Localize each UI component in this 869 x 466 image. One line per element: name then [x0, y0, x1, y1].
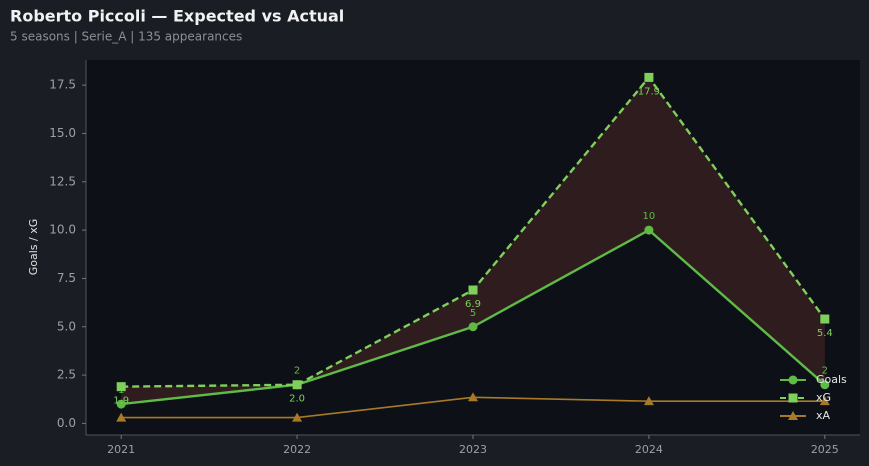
x-tick-label: 2025 — [811, 443, 839, 456]
data-label: 1.9 — [113, 396, 129, 407]
data-point — [116, 399, 126, 409]
data-point — [643, 396, 654, 406]
data-point — [116, 382, 126, 392]
y-tick-label: 5.0 — [57, 319, 76, 333]
data-label: 2.0 — [289, 394, 305, 405]
y-tick-label: 17.5 — [49, 78, 76, 92]
data-point — [820, 314, 830, 324]
data-point — [468, 322, 478, 332]
legend-marker — [788, 375, 798, 385]
x-tick-label: 2021 — [107, 443, 135, 456]
data-point — [292, 412, 303, 422]
y-tick-label: 7.5 — [57, 271, 76, 285]
y-tick-label: 0.0 — [57, 416, 76, 430]
data-label: 2 — [822, 366, 828, 377]
data-label: 6.9 — [465, 299, 481, 310]
data-point — [820, 380, 830, 390]
x-tick-label: 2023 — [459, 443, 487, 456]
data-point — [819, 396, 830, 406]
chart-title: Roberto Piccoli — Expected vs Actual — [10, 7, 344, 26]
data-label: 10 — [643, 211, 656, 222]
data-label: 17.9 — [638, 86, 660, 97]
legend-marker — [788, 393, 798, 403]
x-tick-label: 2024 — [635, 443, 663, 456]
data-label: 5 — [470, 308, 476, 319]
chart-subtitle: 5 seasons | Serie_A | 135 appearances — [10, 30, 242, 44]
y-tick-label: 10.0 — [49, 223, 76, 237]
data-label: 5.4 — [817, 328, 833, 339]
y-tick-label: 15.0 — [49, 126, 76, 140]
y-tick-label: 12.5 — [49, 174, 76, 188]
legend-label: xA — [816, 409, 831, 422]
legend-label: xG — [816, 391, 831, 404]
data-label: 2 — [294, 366, 300, 377]
data-point — [644, 72, 654, 82]
legend-marker — [788, 411, 798, 420]
gap-area — [121, 77, 825, 405]
data-point — [468, 392, 478, 402]
x-tick-label: 2022 — [283, 443, 311, 456]
y-axis-label: Goals / xG — [27, 219, 40, 276]
data-point — [468, 285, 478, 295]
data-point — [116, 412, 127, 422]
y-tick-label: 2.5 — [57, 368, 76, 382]
legend-label: Goals — [816, 373, 847, 386]
data-point — [644, 225, 654, 235]
data-point — [292, 380, 302, 390]
